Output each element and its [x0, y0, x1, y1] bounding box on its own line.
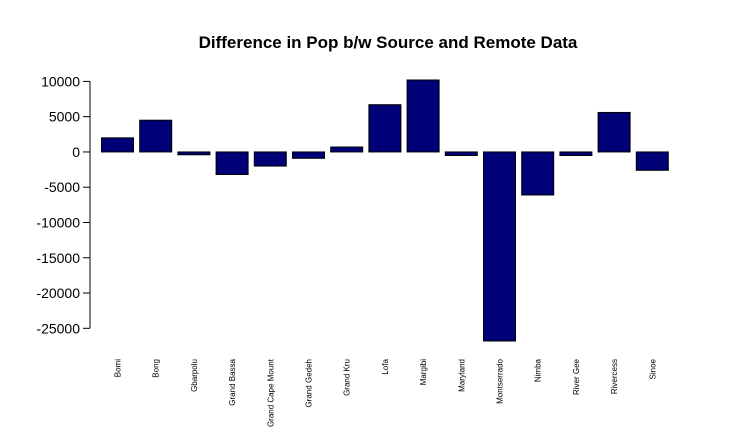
bar-gbarpolu [177, 151, 211, 156]
bar-river-gee [559, 151, 593, 156]
x-tick-label: Lofa [381, 358, 390, 374]
y-tick-label: -5000 [44, 179, 80, 195]
bar-grand-cape-mount [253, 151, 287, 167]
x-tick-label: Grand Gedeh [305, 359, 314, 407]
bar-maryland [444, 151, 478, 156]
y-axis: 10000 5000 0 -5000 -10000 -15000 -20000 -25000 [36, 73, 91, 336]
x-tick-label: Margibi [419, 359, 428, 385]
x-tick-label: Bong [152, 359, 161, 378]
x-tick-label: Grand Cape Mount [266, 358, 275, 427]
x-tick-label: Sinoe [648, 358, 657, 379]
x-tick-label: Montserrado [496, 358, 505, 403]
x-tick-label: River Gee [572, 358, 581, 395]
bar-bong [139, 119, 173, 153]
x-tick-label: Maryland [457, 359, 466, 392]
x-tick-label: Bomi [114, 359, 123, 377]
x-tick-label: Nimba [534, 358, 543, 382]
bar-bomi [101, 137, 134, 153]
bar-lofa [368, 104, 402, 153]
bar-rivercess [597, 111, 631, 153]
x-tick-label: Grand Bassa [228, 358, 237, 405]
chart-title: Difference in Pop b/w Source and Remote … [199, 33, 578, 52]
x-tick-label: Gbarpolu [190, 359, 199, 392]
bar-grand-gedeh [292, 151, 325, 159]
bar-montserrado [483, 151, 516, 342]
bar-margibi [406, 79, 440, 153]
x-axis-labels: Bomi Bong Gbarpolu Grand Bassa Grand Cape Mo… [114, 358, 658, 427]
y-tick-label: -25000 [36, 320, 80, 336]
bar-sinoe [635, 151, 669, 171]
bars [101, 79, 669, 342]
y-tick-label: 0 [72, 144, 80, 160]
y-tick-label: 5000 [49, 109, 80, 125]
x-tick-label: Rivercess [610, 359, 619, 394]
bar-nimba [521, 151, 555, 196]
y-tick-label: 10000 [41, 73, 80, 89]
bar-grand-kru [330, 146, 364, 153]
y-tick-label: -10000 [36, 214, 80, 230]
x-tick-label: Grand Kru [343, 359, 352, 396]
bar-grand-bassa [215, 151, 249, 176]
y-tick-label: -20000 [36, 285, 80, 301]
y-tick-label: -15000 [36, 250, 80, 266]
